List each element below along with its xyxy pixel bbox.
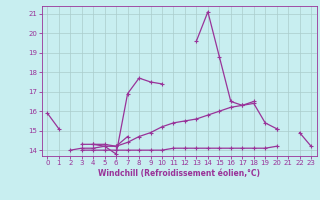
X-axis label: Windchill (Refroidissement éolien,°C): Windchill (Refroidissement éolien,°C) <box>98 169 260 178</box>
